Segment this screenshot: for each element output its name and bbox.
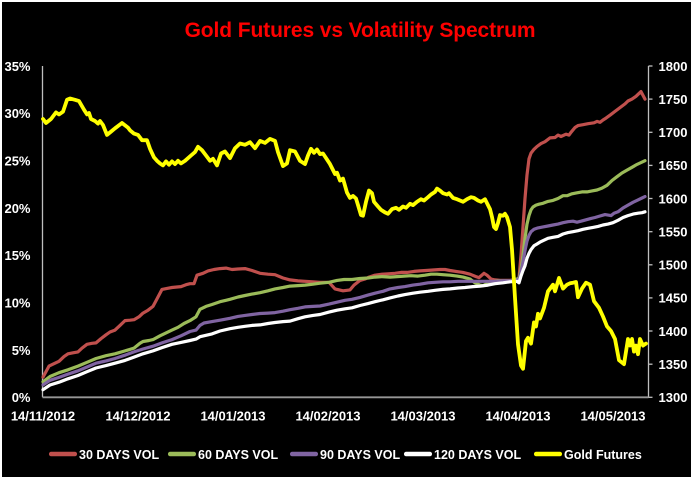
svg-text:30%: 30% [4, 106, 30, 121]
svg-text:15%: 15% [4, 248, 30, 263]
svg-text:5%: 5% [12, 343, 31, 358]
svg-text:1400: 1400 [659, 324, 688, 339]
svg-text:120 DAYS VOL: 120 DAYS VOL [434, 448, 521, 462]
svg-text:14/02/2013: 14/02/2013 [295, 408, 360, 423]
svg-text:30 DAYS VOL: 30 DAYS VOL [79, 448, 159, 462]
svg-text:14/05/2013: 14/05/2013 [580, 408, 645, 423]
svg-text:Gold Futures vs Volatility Spe: Gold Futures vs Volatility Spectrum [185, 19, 536, 42]
svg-text:1550: 1550 [659, 225, 688, 240]
svg-text:1300: 1300 [659, 390, 688, 405]
svg-text:60 DAYS VOL: 60 DAYS VOL [198, 448, 278, 462]
svg-text:1700: 1700 [659, 125, 688, 140]
svg-text:1500: 1500 [659, 258, 688, 273]
svg-text:35%: 35% [4, 59, 30, 74]
svg-text:1600: 1600 [659, 191, 688, 206]
svg-text:1750: 1750 [659, 92, 688, 107]
svg-text:1650: 1650 [659, 158, 688, 173]
svg-text:14/04/2013: 14/04/2013 [485, 408, 550, 423]
svg-text:1800: 1800 [659, 59, 688, 74]
svg-text:25%: 25% [4, 154, 30, 169]
svg-text:14/12/2012: 14/12/2012 [105, 408, 170, 423]
svg-text:10%: 10% [4, 295, 30, 310]
svg-text:14/03/2013: 14/03/2013 [390, 408, 455, 423]
svg-text:1350: 1350 [659, 357, 688, 372]
svg-text:1450: 1450 [659, 291, 688, 306]
svg-text:14/01/2013: 14/01/2013 [200, 408, 265, 423]
svg-text:0%: 0% [12, 390, 31, 405]
svg-text:Gold Futures: Gold Futures [564, 448, 642, 462]
svg-text:20%: 20% [4, 201, 30, 216]
svg-text:14/11/2012: 14/11/2012 [11, 408, 75, 423]
svg-text:90 DAYS VOL: 90 DAYS VOL [320, 448, 400, 462]
